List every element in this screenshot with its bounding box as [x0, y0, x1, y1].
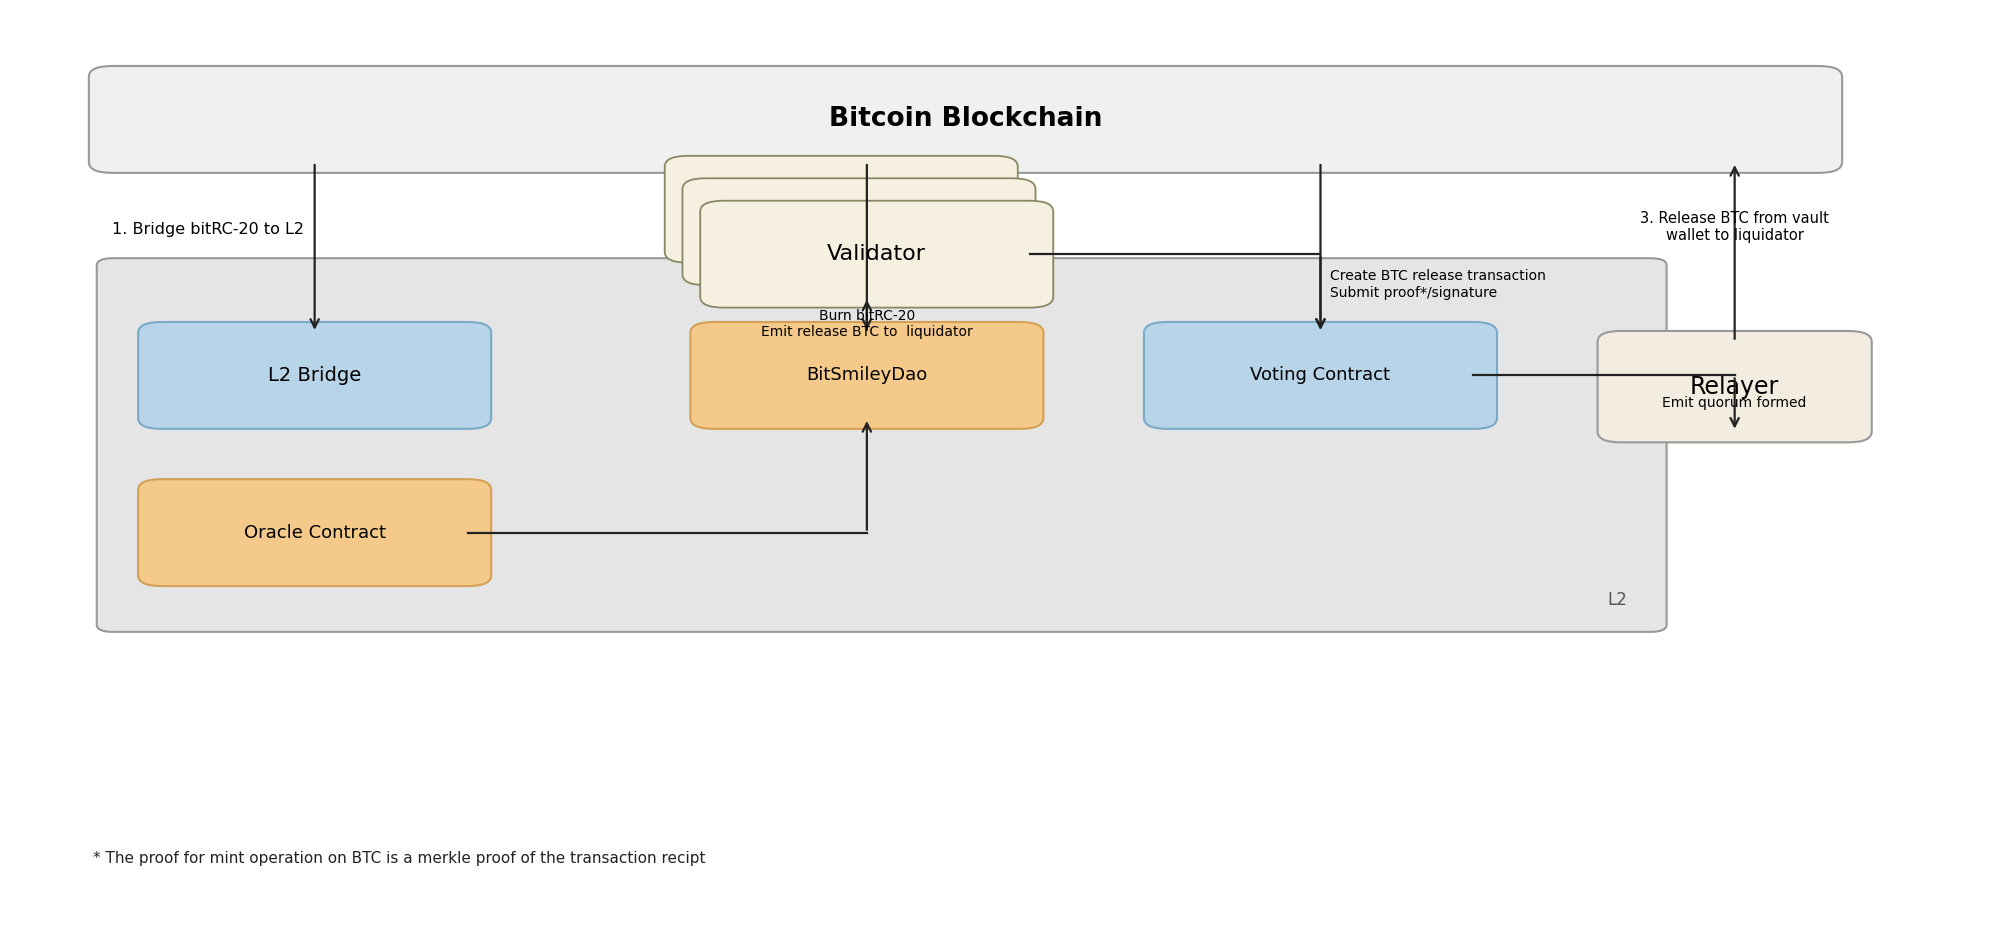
FancyBboxPatch shape: [96, 258, 1666, 632]
FancyBboxPatch shape: [1144, 322, 1496, 429]
Text: BitSmileyDao: BitSmileyDao: [806, 367, 928, 384]
FancyBboxPatch shape: [1598, 331, 1872, 443]
Text: L2 Bridge: L2 Bridge: [268, 366, 362, 385]
Text: Burn bitRC-20
Emit release BTC to  liquidator: Burn bitRC-20 Emit release BTC to liquid…: [760, 308, 972, 339]
Text: Relayer: Relayer: [1690, 375, 1780, 399]
Text: Create BTC release transaction
Submit proof*/signature: Create BTC release transaction Submit pr…: [1330, 269, 1546, 300]
Text: L2: L2: [1608, 591, 1628, 608]
Text: Bitcoin Blockchain: Bitcoin Blockchain: [828, 106, 1102, 132]
Text: Emit quorum formed: Emit quorum formed: [1662, 396, 1806, 410]
FancyBboxPatch shape: [88, 66, 1842, 173]
Text: Voting Contract: Voting Contract: [1250, 367, 1390, 384]
Text: Validator: Validator: [828, 244, 926, 264]
FancyBboxPatch shape: [664, 156, 1018, 263]
FancyBboxPatch shape: [690, 322, 1044, 429]
Text: * The proof for mint operation on BTC is a merkle proof of the transaction recip: * The proof for mint operation on BTC is…: [92, 851, 706, 866]
Text: 1. Bridge bitRC-20 to L2: 1. Bridge bitRC-20 to L2: [112, 222, 304, 237]
FancyBboxPatch shape: [138, 479, 492, 586]
Text: 3. Release BTC from vault
wallet to liquidator: 3. Release BTC from vault wallet to liqu…: [1640, 210, 1830, 243]
FancyBboxPatch shape: [700, 201, 1054, 307]
FancyBboxPatch shape: [682, 179, 1036, 285]
FancyBboxPatch shape: [138, 322, 492, 429]
Text: Oracle Contract: Oracle Contract: [244, 523, 386, 542]
